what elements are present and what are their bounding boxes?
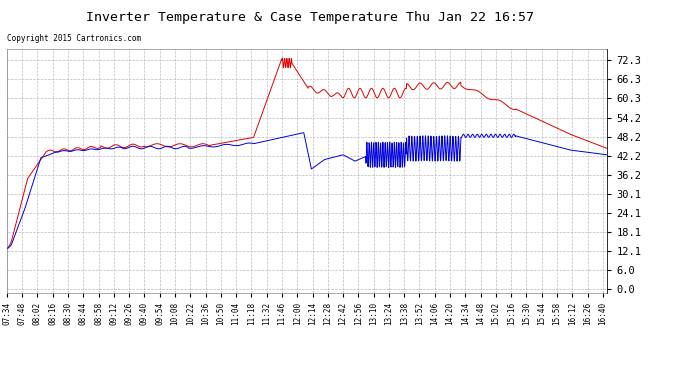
Text: Case  (°C): Case (°C) [490, 26, 549, 36]
Text: Copyright 2015 Cartronics.com: Copyright 2015 Cartronics.com [7, 34, 141, 43]
Text: Inverter  (°C): Inverter (°C) [569, 26, 651, 36]
Text: Inverter Temperature & Case Temperature Thu Jan 22 16:57: Inverter Temperature & Case Temperature … [86, 11, 535, 24]
